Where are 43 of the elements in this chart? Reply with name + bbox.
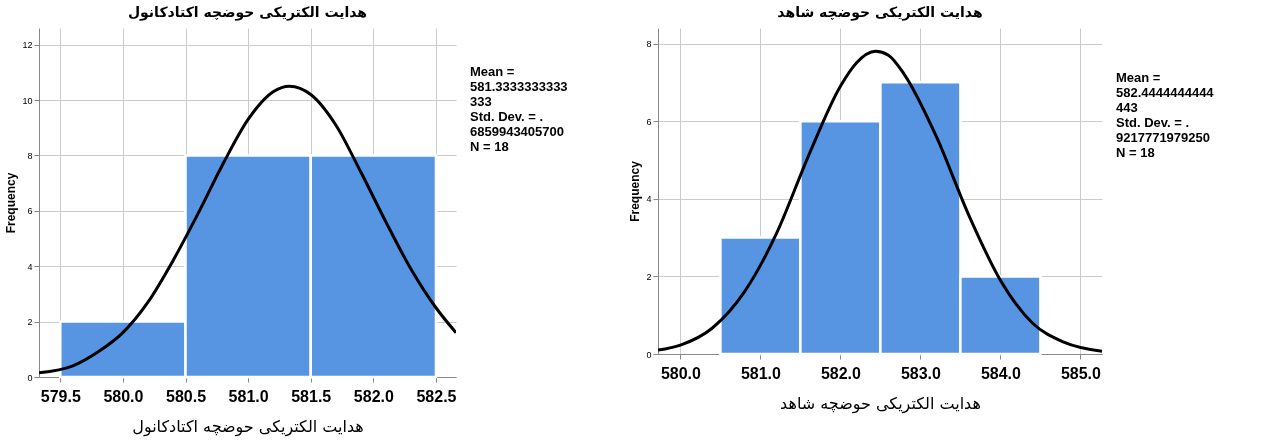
x-tick-label: 579.5 xyxy=(40,387,81,405)
text: 6859943405700 xyxy=(470,124,564,139)
x-axis-title: هدایت الکتریکی حوضچه اکتادکانول xyxy=(132,416,364,437)
x-tick-label: 582.0 xyxy=(353,387,394,405)
x-tick-label: 583.0 xyxy=(900,364,942,382)
text: N = 18 xyxy=(470,139,509,154)
y-tick-label: 2 xyxy=(27,317,33,328)
y-tick-label: 0 xyxy=(27,372,33,383)
x-axis-title: هدایت الکتریکی حوضچه شاهد xyxy=(780,393,981,414)
text: 9217771979250 xyxy=(1116,130,1210,145)
x-tick-label: 584.0 xyxy=(980,364,1022,382)
y-tick-label: 0 xyxy=(646,349,652,360)
text: 333 xyxy=(470,94,492,109)
x-tick-label: 581.5 xyxy=(291,387,332,405)
y-tick-label: 4 xyxy=(27,261,33,272)
text: Mean = xyxy=(1116,70,1161,85)
x-tick-label: 581.0 xyxy=(228,387,269,405)
x-tick-label: 582.5 xyxy=(416,387,457,405)
x-tick-label: 581.0 xyxy=(740,364,782,382)
y-tick-label: 6 xyxy=(27,206,33,217)
text: N = 18 xyxy=(1116,145,1155,160)
x-tick-label: 580.0 xyxy=(103,387,144,405)
y-axis-title: Frequency xyxy=(4,172,19,234)
text: 582.4444444444 xyxy=(1116,85,1215,100)
y-tick-label: 2 xyxy=(646,271,652,282)
text: Std. Dev. = . xyxy=(1116,115,1190,130)
text: 443 xyxy=(1116,100,1138,115)
text: Mean = xyxy=(470,64,515,79)
y-tick-label: 4 xyxy=(646,194,652,205)
x-tick-label: 580.0 xyxy=(660,364,702,382)
x-tick-label: 580.5 xyxy=(165,387,207,405)
y-tick-label: 8 xyxy=(646,39,652,50)
y-tick-label: 12 xyxy=(22,40,33,51)
text: Std. Dev. = . xyxy=(470,109,544,124)
text: 581.3333333333 xyxy=(470,79,568,94)
x-tick-label: 582.0 xyxy=(820,364,862,382)
y-tick-label: 8 xyxy=(27,150,33,161)
chart-title: هدایت الکتریکی حوضچه شاهد xyxy=(777,4,983,21)
chart-title: هدایت الکتریکی حوضچه اکتادکانول xyxy=(127,4,368,21)
y-axis-title: Frequency xyxy=(628,160,643,222)
y-tick-label: 10 xyxy=(22,95,33,106)
y-tick-label: 6 xyxy=(646,116,652,127)
x-tick-label: 585.0 xyxy=(1060,364,1102,382)
